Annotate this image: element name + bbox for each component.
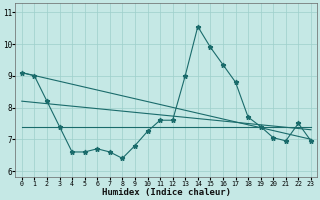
- X-axis label: Humidex (Indice chaleur): Humidex (Indice chaleur): [102, 188, 231, 197]
